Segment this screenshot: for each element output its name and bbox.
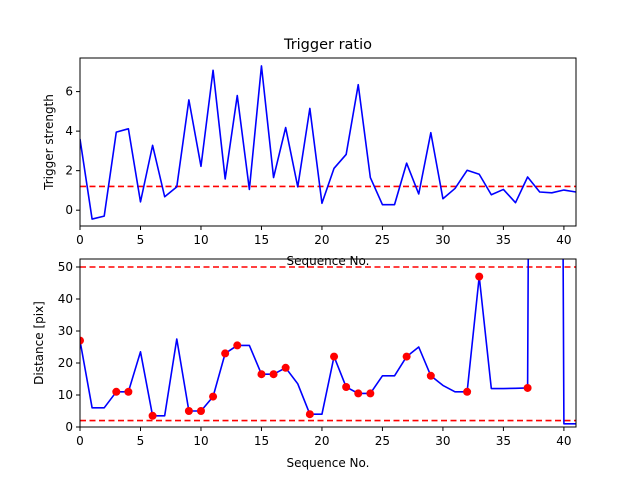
- x-axis-label: Sequence No.: [287, 254, 370, 268]
- data-point: [257, 370, 266, 379]
- y-tick-label: 6: [65, 85, 73, 99]
- y-tick-label: 40: [58, 292, 73, 306]
- x-axis-ticks: 0 5 10 15 20 25 30 35 40: [76, 427, 572, 448]
- data-point: [342, 383, 351, 391]
- data-point: [402, 352, 411, 361]
- y-tick-label: 0: [65, 420, 73, 434]
- x-tick-label: 40: [556, 434, 571, 448]
- distance-chart: 0 5 10 15 20 25 30 35 40 0 10 20 30 40 50 Sequence No…: [32, 258, 577, 470]
- data-point: [269, 370, 278, 379]
- data-point: [209, 392, 218, 401]
- axes-frame: [79, 57, 577, 227]
- x-tick-label: 35: [496, 434, 511, 448]
- x-tick-label: 0: [76, 434, 84, 448]
- data-point: [463, 387, 472, 396]
- data-series: [80, 65, 576, 220]
- x-tick-label: 10: [193, 233, 208, 247]
- y-tick-label: 20: [58, 356, 73, 370]
- data-point: [148, 411, 157, 420]
- data-point: [281, 363, 290, 372]
- data-point: [112, 387, 121, 396]
- x-tick-label: 15: [254, 434, 269, 448]
- axes-frame: [79, 258, 577, 428]
- plot-area: [80, 259, 576, 425]
- y-tick-label: 0: [65, 203, 73, 217]
- data-point: [184, 407, 193, 415]
- y-axis-ticks: 0 10 20 30 40 50: [58, 260, 80, 434]
- x-tick-label: 35: [496, 233, 511, 247]
- data-point: [354, 389, 363, 398]
- y-tick-label: 10: [58, 388, 73, 402]
- x-tick-label: 25: [375, 434, 390, 448]
- data-point: [330, 352, 339, 361]
- y-tick-label: 30: [58, 324, 73, 338]
- x-tick-label: 0: [76, 233, 84, 247]
- x-axis-label: Sequence No.: [287, 456, 370, 470]
- data-point: [196, 407, 205, 415]
- series-line: [80, 65, 576, 220]
- x-tick-label: 5: [137, 233, 145, 247]
- x-tick-label: 20: [314, 434, 329, 448]
- threshold-lines: [80, 266, 576, 422]
- data-point: [80, 336, 84, 345]
- data-series: [80, 259, 576, 425]
- y-axis-ticks: 0 2 4 6: [65, 85, 80, 217]
- x-tick-label: 10: [193, 434, 208, 448]
- trigger-ratio-chart: Trigger ratio 0 5 10 15 20 25 30 35 40 0 2 4 6 Sequ…: [42, 37, 577, 268]
- y-tick-label: 4: [65, 124, 73, 138]
- data-point: [305, 410, 314, 419]
- x-tick-label: 5: [137, 434, 145, 448]
- plot-area: [80, 65, 576, 220]
- x-axis-ticks: 0 5 10 15 20 25 30 35 40: [76, 226, 572, 247]
- chart-title: Trigger ratio: [283, 37, 372, 53]
- x-tick-label: 25: [375, 233, 390, 247]
- y-tick-label: 50: [58, 260, 73, 274]
- x-tick-label: 40: [556, 233, 571, 247]
- x-tick-label: 20: [314, 233, 329, 247]
- data-point: [221, 349, 230, 358]
- data-point: [426, 371, 435, 380]
- data-point: [124, 387, 133, 396]
- series-line: [80, 259, 576, 425]
- data-point: [233, 341, 242, 350]
- data-point: [366, 389, 375, 398]
- x-tick-label: 30: [435, 434, 450, 448]
- x-tick-label: 15: [254, 233, 269, 247]
- y-axis-label: Distance [pix]: [32, 301, 46, 385]
- y-tick-label: 2: [65, 164, 73, 178]
- x-tick-label: 30: [435, 233, 450, 247]
- data-point: [523, 383, 532, 392]
- y-axis-label: Trigger strength: [42, 94, 56, 191]
- data-point: [475, 272, 484, 281]
